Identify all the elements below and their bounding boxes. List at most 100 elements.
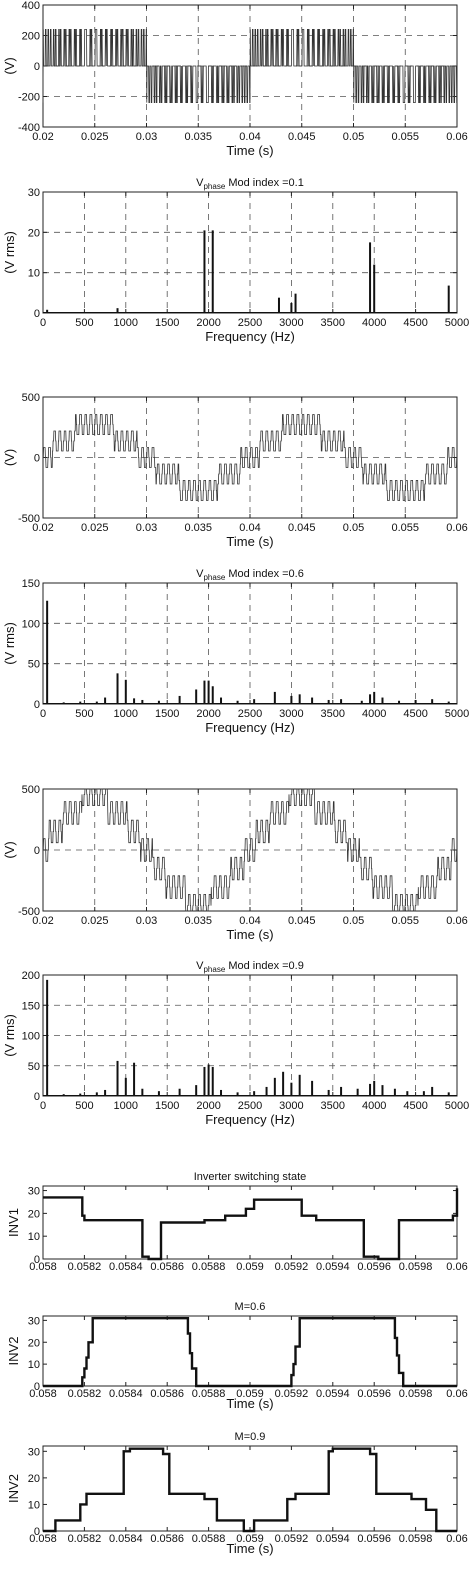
- x-tick-label: 4500: [403, 708, 427, 720]
- x-tick-label: 0.03: [136, 131, 157, 143]
- x-tick-label: 0.02: [32, 915, 53, 927]
- y-tick-label: 100: [22, 1031, 40, 1043]
- chart-i1: 0.058 0.0582 0.0584 0.0586 0.0588 0.059 0.0592…: [6, 1171, 468, 1273]
- x-tick-label: 5000: [445, 1100, 469, 1112]
- x-tick-label: 0.0584: [109, 1388, 143, 1400]
- chart-s2: 0 500 1000 1500 2000 2500 3000 3500 4000 4500 5000…: [2, 568, 469, 735]
- x-tick-label: 0.06: [446, 522, 467, 534]
- y-tick-label: 20: [28, 227, 40, 239]
- x-tick-label: 0.0586: [150, 1533, 184, 1545]
- y-tick-label: 50: [28, 1061, 40, 1073]
- x-axis-label: Time (s): [226, 1396, 273, 1411]
- x-tick-label: 0.035: [184, 915, 212, 927]
- x-axis-label: Frequency (Hz): [205, 720, 295, 735]
- chart-title: M=0.6: [235, 1301, 266, 1313]
- y-axis-label: (V rms): [2, 622, 17, 665]
- chart-s1: 0 500 1000 1500 2000 2500 3000 3500 4000 4500 5000…: [2, 177, 469, 344]
- x-tick-label: 0.05: [343, 131, 364, 143]
- switching-state-line: [43, 1317, 457, 1388]
- x-tick-label: 0.045: [288, 915, 316, 927]
- y-tick-label: 150: [22, 1000, 40, 1012]
- x-tick-label: 0.059: [236, 1533, 264, 1545]
- x-tick-label: 0.02: [32, 522, 53, 534]
- x-tick-label: 0.04: [239, 915, 260, 927]
- y-tick-label: 0: [34, 1381, 40, 1393]
- x-tick-label: 0.0596: [357, 1388, 391, 1400]
- x-tick-label: 1500: [155, 1100, 179, 1112]
- plot-frame: [42, 1185, 458, 1260]
- x-tick-label: 0.035: [184, 522, 212, 534]
- x-tick-label: 0.04: [239, 522, 260, 534]
- x-tick-label: 0.0586: [150, 1388, 184, 1400]
- y-tick-label: 10: [28, 1499, 40, 1511]
- x-tick-label: 0.0588: [192, 1388, 226, 1400]
- x-tick-label: 0.0598: [399, 1261, 433, 1273]
- waveform-line: [42, 29, 458, 103]
- x-tick-label: 2500: [238, 317, 262, 329]
- y-tick-label: 500: [22, 784, 40, 796]
- chart-title: Vphase Mod index =0.9: [196, 960, 304, 974]
- x-tick-label: 0.0592: [275, 1533, 309, 1545]
- x-tick-label: 500: [75, 708, 93, 720]
- y-tick-label: 0: [34, 1091, 40, 1103]
- x-tick-label: 0.0586: [150, 1261, 184, 1273]
- x-tick-label: 0.03: [136, 915, 157, 927]
- y-tick-label: 30: [28, 1186, 40, 1198]
- x-tick-label: 1000: [114, 708, 138, 720]
- y-tick-label: 0: [34, 453, 40, 465]
- x-tick-label: 0.0594: [316, 1388, 350, 1400]
- y-axis-label: INV1: [6, 1208, 21, 1237]
- x-tick-label: 0.0582: [68, 1261, 102, 1273]
- x-axis-label: Time (s): [226, 1541, 273, 1556]
- y-tick-label: -200: [18, 92, 40, 104]
- y-tick-label: 10: [28, 268, 40, 280]
- x-tick-label: 2500: [238, 708, 262, 720]
- y-tick-label: 0: [34, 699, 40, 711]
- x-tick-label: 0.0588: [192, 1261, 226, 1273]
- x-tick-label: 1000: [114, 317, 138, 329]
- x-axis-label: Time (s): [226, 927, 273, 942]
- y-axis-label: (V): [2, 841, 17, 858]
- x-tick-label: 5000: [445, 708, 469, 720]
- y-tick-label: 0: [34, 1254, 40, 1266]
- x-tick-label: 0.058: [29, 1533, 57, 1545]
- x-tick-label: 0.0596: [357, 1261, 391, 1273]
- y-tick-label: -400: [18, 122, 40, 134]
- x-tick-label: 0.05: [343, 915, 364, 927]
- waveform-line: [42, 788, 458, 912]
- x-tick-label: 1500: [155, 317, 179, 329]
- y-axis-label: INV2: [6, 1337, 21, 1366]
- chart-title: M=0.9: [235, 1431, 266, 1443]
- y-tick-label: 20: [28, 1337, 40, 1349]
- x-tick-label: 2500: [238, 1100, 262, 1112]
- x-tick-label: 0.0584: [109, 1533, 143, 1545]
- switching-state-line: [43, 1447, 457, 1533]
- x-tick-label: 3000: [279, 317, 303, 329]
- x-tick-label: 0.055: [391, 522, 419, 534]
- plot-frame: [42, 1445, 458, 1532]
- x-tick-label: 1000: [114, 1100, 138, 1112]
- x-tick-label: 0.058: [29, 1388, 57, 1400]
- x-tick-label: 0.0596: [357, 1533, 391, 1545]
- x-tick-label: 0.04: [239, 131, 260, 143]
- x-tick-label: 500: [75, 1100, 93, 1112]
- x-tick-label: 0.055: [391, 915, 419, 927]
- y-axis-label: (V): [2, 449, 17, 466]
- x-tick-label: 0.058: [29, 1261, 57, 1273]
- y-tick-label: 150: [22, 578, 40, 590]
- x-tick-label: 0.045: [288, 522, 316, 534]
- x-tick-label: 4000: [362, 708, 386, 720]
- x-tick-label: 0.06: [446, 915, 467, 927]
- chart-i2: 0.058 0.0582 0.0584 0.0586 0.0588 0.059 0.0592…: [6, 1301, 468, 1411]
- x-tick-label: 4000: [362, 1100, 386, 1112]
- x-tick-label: 2000: [196, 317, 220, 329]
- y-axis-label: INV2: [6, 1474, 21, 1503]
- x-tick-label: 0.06: [446, 1533, 467, 1545]
- x-tick-label: 0.0582: [68, 1533, 102, 1545]
- y-tick-label: 400: [22, 0, 40, 12]
- x-tick-label: 0.0598: [399, 1388, 433, 1400]
- x-axis-label: Time (s): [226, 143, 273, 158]
- x-tick-label: 0.025: [81, 131, 109, 143]
- x-tick-label: 0.0592: [275, 1388, 309, 1400]
- x-tick-label: 0.06: [446, 1261, 467, 1273]
